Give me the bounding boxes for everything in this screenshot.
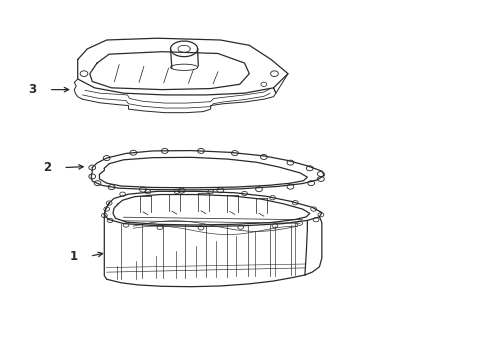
Text: 3: 3 [28, 83, 37, 96]
Text: 1: 1 [69, 250, 78, 263]
Text: 2: 2 [43, 161, 51, 174]
